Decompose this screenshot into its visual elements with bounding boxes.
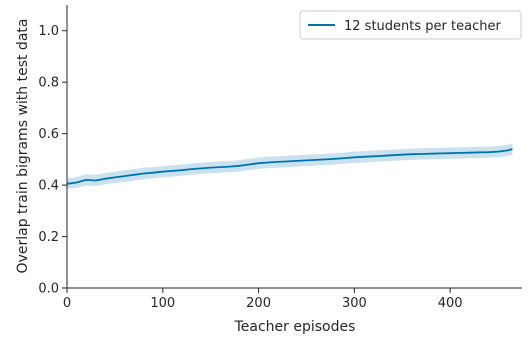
- x-tick-label: 400: [438, 296, 463, 311]
- x-tick-label: 100: [150, 296, 175, 311]
- legend-box: [299, 10, 522, 40]
- axes: 0 100 200 300 400 0.0 0.2 0.4 0.6 0.8 1.0: [38, 5, 522, 311]
- y-tick-label: 0.0: [38, 282, 59, 297]
- series-line: [66, 148, 513, 185]
- y-tick-label: 1.0: [38, 24, 59, 39]
- confidence-band: [67, 143, 513, 189]
- x-axis-label: Teacher episodes: [234, 319, 356, 335]
- y-tick-label: 0.4: [38, 179, 59, 194]
- plot-area: [66, 143, 513, 189]
- y-tick-label: 0.6: [38, 127, 59, 142]
- y-tick-label: 0.8: [38, 76, 59, 91]
- y-axis-label: Overlap train bigrams with test data: [15, 19, 31, 274]
- x-tick-label: 0: [63, 296, 71, 311]
- legend-label: 12 students per teacher: [344, 19, 501, 34]
- x-tick-label: 200: [246, 296, 271, 311]
- legend: 12 students per teacher: [299, 10, 522, 40]
- x-tick-label: 300: [342, 296, 367, 311]
- y-tick-label: 0.2: [38, 230, 59, 245]
